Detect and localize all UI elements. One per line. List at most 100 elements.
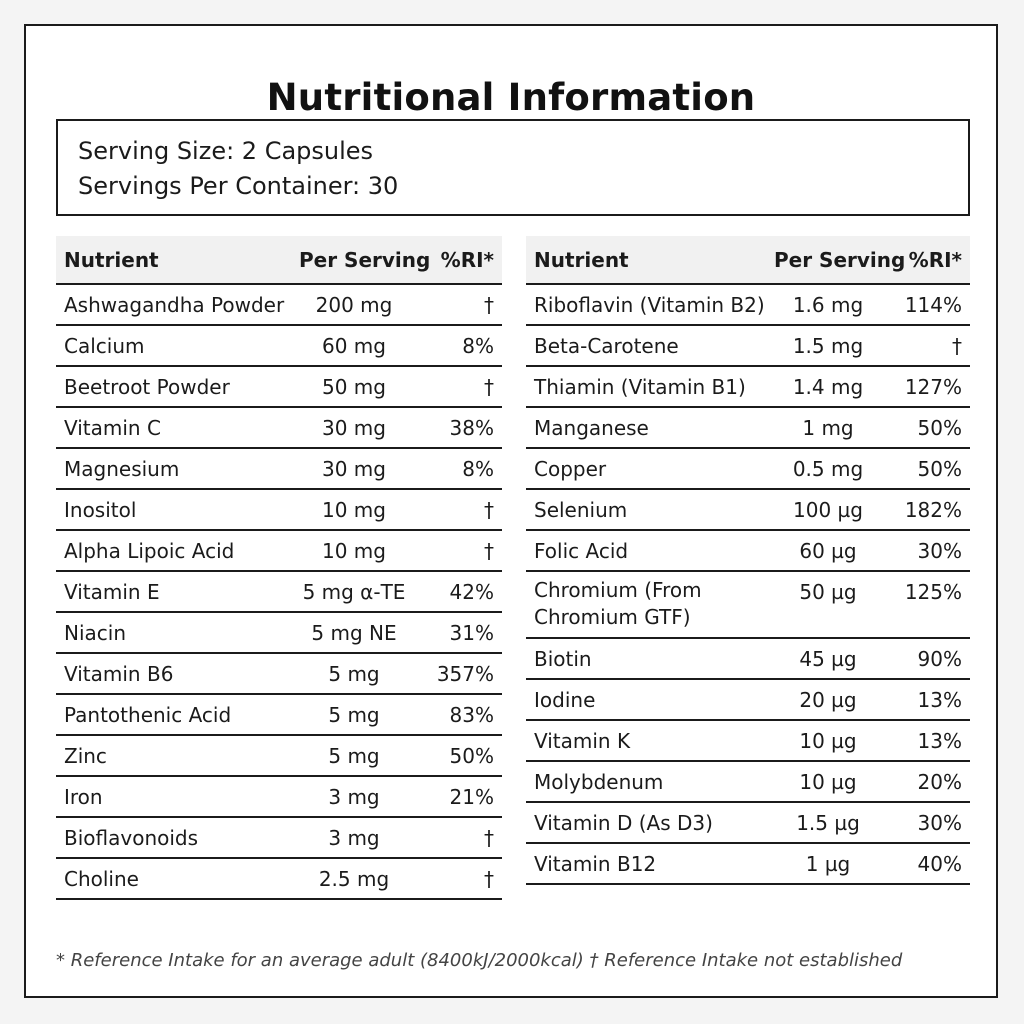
nutrient-ri: 114% [890,284,970,326]
table-header-row: Nutrient Per Serving %RI* [56,236,502,285]
nutrient-name: Zinc [56,735,291,777]
table-row: Beta-Carotene 1.5 mg † [526,325,970,367]
servings-per-container: Servings Per Container: 30 [78,172,399,200]
table-row: Ashwagandha Powder 200 mg † [56,284,502,326]
nutrient-amount: 10 mg [291,489,417,531]
nutrient-amount: 3 mg [291,817,417,859]
nutrient-ri: 13% [890,720,970,762]
nutrient-ri: † [417,284,502,326]
nutrient-name: Vitamin D (As D3) [526,802,766,844]
header-nutrient: Nutrient [56,236,291,285]
nutrient-ri: 42% [417,571,502,613]
table-row: Molybdenum 10 µg 20% [526,761,970,803]
header-nutrient: Nutrient [526,236,766,285]
nutrition-label: Nutritional Information Serving Size: 2 … [24,24,998,998]
nutrient-name: Bioflavonoids [56,817,291,859]
nutrient-amount: 1.5 mg [766,325,890,367]
table-row: Biotin 45 µg 90% [526,638,970,680]
nutrient-amount: 60 µg [766,530,890,572]
nutrient-ri: 357% [417,653,502,695]
nutrient-name: Vitamin K [526,720,766,762]
nutrient-name: Vitamin B6 [56,653,291,695]
nutrient-name: Folic Acid [526,530,766,572]
nutrient-ri: † [890,325,970,367]
nutrient-ri: 31% [417,612,502,654]
table-header-row: Nutrient Per Serving %RI* [526,236,970,285]
serving-size: Serving Size: 2 Capsules [78,137,374,165]
nutrient-ri: 8% [417,448,502,490]
table-row: Vitamin B12 1 µg 40% [526,843,970,885]
nutrient-name: Thiamin (Vitamin B1) [526,366,766,408]
nutrient-amount: 1.4 mg [766,366,890,408]
nutrient-amount: 5 mg [291,653,417,695]
nutrient-amount: 10 µg [766,761,890,803]
nutrient-name: Inositol [56,489,291,531]
nutrient-ri: 13% [890,679,970,721]
nutrient-amount: 10 µg [766,720,890,762]
nutrient-name: Riboflavin (Vitamin B2) [526,284,766,326]
header-per-serving: Per Serving [291,236,430,285]
table-row: Vitamin B6 5 mg 357% [56,653,502,695]
nutrient-ri: 50% [417,735,502,777]
nutrient-ri: 127% [890,366,970,408]
nutrient-name: Vitamin B12 [526,843,766,885]
nutrient-amount: 0.5 mg [766,448,890,490]
table-row: Chromium (From Chromium GTF) 50 µg 125% [526,571,970,639]
nutrient-name: Choline [56,858,291,900]
nutrient-ri: 50% [890,407,970,449]
nutrient-name: Copper [526,448,766,490]
nutrient-name: Vitamin C [56,407,291,449]
table-row: Niacin 5 mg NE 31% [56,612,502,654]
nutrient-amount: 45 µg [766,638,890,680]
nutrient-amount: 50 µg [766,571,890,639]
nutrient-amount: 3 mg [291,776,417,818]
nutrient-amount: 5 mg NE [291,612,417,654]
serving-info-box: Serving Size: 2 Capsules Servings Per Co… [56,119,970,216]
table-row: Copper 0.5 mg 50% [526,448,970,490]
header-ri: %RI* [417,236,502,285]
table-row: Choline 2.5 mg † [56,858,502,900]
nutrient-ri: 21% [417,776,502,818]
header-ri: %RI* [890,236,970,285]
table-row: Iodine 20 µg 13% [526,679,970,721]
table-row: Manganese 1 mg 50% [526,407,970,449]
table-row: Vitamin K 10 µg 13% [526,720,970,762]
nutrient-amount: 30 mg [291,448,417,490]
nutrient-amount: 200 mg [291,284,417,326]
table-row: Riboflavin (Vitamin B2) 1.6 mg 114% [526,284,970,326]
nutrient-ri: 38% [417,407,502,449]
nutrient-name: Niacin [56,612,291,654]
nutrient-ri: † [417,858,502,900]
nutrient-name: Vitamin E [56,571,291,613]
nutrient-ri: † [417,817,502,859]
nutrient-amount: 1 mg [766,407,890,449]
nutrient-name: Calcium [56,325,291,367]
nutrient-name: Biotin [526,638,766,680]
nutrient-amount: 5 mg [291,694,417,736]
table-row: Alpha Lipoic Acid 10 mg † [56,530,502,572]
nutrient-name: Iron [56,776,291,818]
nutrient-ri: 125% [890,571,970,639]
nutrient-amount: 50 mg [291,366,417,408]
nutrient-ri: 30% [890,530,970,572]
nutrient-amount: 20 µg [766,679,890,721]
nutrient-amount: 2.5 mg [291,858,417,900]
table-row: Pantothenic Acid 5 mg 83% [56,694,502,736]
nutrient-name: Magnesium [56,448,291,490]
nutrient-name: Pantothenic Acid [56,694,291,736]
table-row: Zinc 5 mg 50% [56,735,502,777]
nutrient-name: Chromium (From Chromium GTF) [526,571,766,639]
table-row: Vitamin C 30 mg 38% [56,407,502,449]
nutrient-ri: 90% [890,638,970,680]
nutrient-ri: 8% [417,325,502,367]
nutrient-amount: 10 mg [291,530,417,572]
nutrient-amount: 1 µg [766,843,890,885]
nutrient-name: Selenium [526,489,766,531]
nutrient-amount: 100 µg [766,489,890,531]
nutrient-amount: 60 mg [291,325,417,367]
nutrient-name: Ashwagandha Powder [56,284,291,326]
nutrient-ri: † [417,366,502,408]
nutrient-table-left: Nutrient Per Serving %RI* Ashwagandha Po… [56,236,502,900]
table-row: Beetroot Powder 50 mg † [56,366,502,408]
page-title: Nutritional Information [266,76,756,119]
